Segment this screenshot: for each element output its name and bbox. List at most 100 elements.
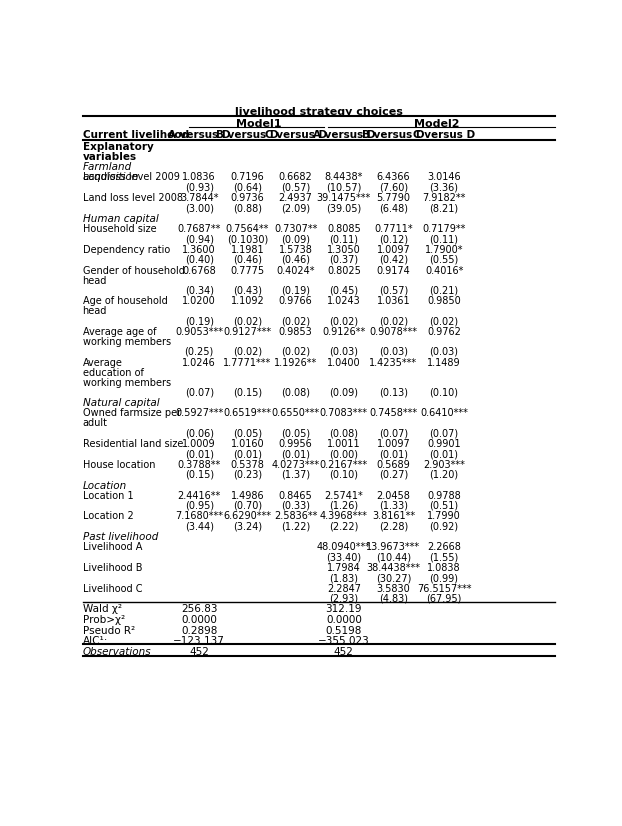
Text: (6.48): (6.48) <box>379 203 408 213</box>
Text: 2.4937: 2.4937 <box>279 193 313 203</box>
Text: (8.21): (8.21) <box>430 203 458 213</box>
Text: (0.08): (0.08) <box>281 387 310 397</box>
Text: (0.02): (0.02) <box>430 316 458 326</box>
Text: 5.7790: 5.7790 <box>376 193 411 203</box>
Text: A versus D: A versus D <box>313 130 375 140</box>
Text: (3.36): (3.36) <box>430 183 458 192</box>
Text: 0.3788**: 0.3788** <box>178 460 221 470</box>
Text: 1.0361: 1.0361 <box>377 297 411 306</box>
Text: 0.9174: 0.9174 <box>376 265 411 276</box>
Text: 6.4366: 6.4366 <box>377 173 411 183</box>
Text: (0.23): (0.23) <box>233 470 262 480</box>
Text: (0.00): (0.00) <box>329 449 358 459</box>
Text: acquisition: acquisition <box>83 173 139 183</box>
Text: Location: Location <box>83 481 127 491</box>
Text: (0.42): (0.42) <box>379 254 408 265</box>
Text: 0.5378: 0.5378 <box>231 460 264 470</box>
Text: Livelihood C: Livelihood C <box>83 584 142 594</box>
Text: AIC¹:: AIC¹: <box>83 636 108 646</box>
Text: (0.01): (0.01) <box>379 449 408 459</box>
Text: 0.5198: 0.5198 <box>326 625 362 635</box>
Text: 0.9766: 0.9766 <box>279 297 312 306</box>
Text: 4.3968***: 4.3968*** <box>320 511 368 521</box>
Text: (0.46): (0.46) <box>233 254 262 265</box>
Text: 0.6682: 0.6682 <box>279 173 312 183</box>
Text: (0.05): (0.05) <box>233 429 262 439</box>
Text: 7.1680***: 7.1680*** <box>175 511 223 521</box>
Text: 7.9182**: 7.9182** <box>422 193 466 203</box>
Text: (0.88): (0.88) <box>233 203 262 213</box>
Text: (0.99): (0.99) <box>430 573 458 583</box>
Text: (1.37): (1.37) <box>281 470 310 480</box>
Text: (0.12): (0.12) <box>379 234 408 244</box>
Text: 0.9901: 0.9901 <box>427 439 461 449</box>
Text: Location 1: Location 1 <box>83 491 133 501</box>
Text: (1.83): (1.83) <box>329 573 358 583</box>
Text: head: head <box>83 276 107 286</box>
Text: (10.44): (10.44) <box>376 553 411 563</box>
Text: (0.01): (0.01) <box>185 449 214 459</box>
Text: (0.06): (0.06) <box>185 429 214 439</box>
Text: 3.5830: 3.5830 <box>376 584 411 594</box>
Text: 0.7179**: 0.7179** <box>422 224 466 234</box>
Text: 1.0400: 1.0400 <box>327 358 361 368</box>
Text: (1.55): (1.55) <box>429 553 459 563</box>
Text: 1.7771***: 1.7771*** <box>223 358 272 368</box>
Text: 0.7458***: 0.7458*** <box>369 408 417 419</box>
Text: B versus D: B versus D <box>362 130 425 140</box>
Text: −123.137: −123.137 <box>174 636 225 646</box>
Text: (0.02): (0.02) <box>329 316 358 326</box>
Text: (33.40): (33.40) <box>327 553 361 563</box>
Text: (7.60): (7.60) <box>379 183 408 192</box>
Text: (0.02): (0.02) <box>281 316 310 326</box>
Text: 2.5836**: 2.5836** <box>274 511 317 521</box>
Text: 0.7711*: 0.7711* <box>374 224 413 234</box>
Text: 312.19: 312.19 <box>325 605 362 615</box>
Text: Location 2: Location 2 <box>83 511 133 521</box>
Text: Livelihood A: Livelihood A <box>83 543 142 553</box>
Text: (0.46): (0.46) <box>281 254 310 265</box>
Text: Dependency ratio: Dependency ratio <box>83 244 170 255</box>
Text: (0.43): (0.43) <box>233 286 262 296</box>
Text: (1.33): (1.33) <box>379 501 408 510</box>
Text: Residential land size: Residential land size <box>83 439 183 449</box>
Text: (1.26): (1.26) <box>329 501 358 510</box>
Text: (0.11): (0.11) <box>430 234 458 244</box>
Text: (0.01): (0.01) <box>430 449 458 459</box>
Text: (0.09): (0.09) <box>329 387 358 397</box>
Text: Model2: Model2 <box>414 120 460 130</box>
Text: 0.8085: 0.8085 <box>327 224 361 234</box>
Text: 1.1926**: 1.1926** <box>274 358 317 368</box>
Text: (0.34): (0.34) <box>185 286 214 296</box>
Text: (0.37): (0.37) <box>329 254 358 265</box>
Text: 0.6550***: 0.6550*** <box>272 408 320 419</box>
Text: 0.9850: 0.9850 <box>427 297 461 306</box>
Text: 1.0246: 1.0246 <box>182 358 216 368</box>
Text: adult: adult <box>83 419 108 429</box>
Text: (0.45): (0.45) <box>329 286 358 296</box>
Text: 256.83: 256.83 <box>181 605 218 615</box>
Text: Observations: Observations <box>83 647 151 657</box>
Text: (0.11): (0.11) <box>329 234 358 244</box>
Text: Age of household: Age of household <box>83 297 167 306</box>
Text: Household size: Household size <box>83 224 156 234</box>
Text: 2.2668: 2.2668 <box>427 543 461 553</box>
Text: 1.4235***: 1.4235*** <box>369 358 417 368</box>
Text: 3.0146: 3.0146 <box>427 173 461 183</box>
Text: 3.8161**: 3.8161** <box>372 511 415 521</box>
Text: 0.9853: 0.9853 <box>279 327 312 337</box>
Text: (0.02): (0.02) <box>379 316 408 326</box>
Text: (0.33): (0.33) <box>281 501 310 510</box>
Text: 39.1475***: 39.1475*** <box>317 193 371 203</box>
Text: 1.1092: 1.1092 <box>231 297 264 306</box>
Text: (0.09): (0.09) <box>281 234 310 244</box>
Text: (0.05): (0.05) <box>281 429 310 439</box>
Text: House location: House location <box>83 460 155 470</box>
Text: (0.02): (0.02) <box>233 316 262 326</box>
Text: 1.4986: 1.4986 <box>231 491 264 501</box>
Text: (0.07): (0.07) <box>379 429 408 439</box>
Text: (0.64): (0.64) <box>233 183 262 192</box>
Text: (3.44): (3.44) <box>185 521 214 531</box>
Text: Farmland: Farmland <box>83 162 132 173</box>
Text: 0.2167***: 0.2167*** <box>320 460 368 470</box>
